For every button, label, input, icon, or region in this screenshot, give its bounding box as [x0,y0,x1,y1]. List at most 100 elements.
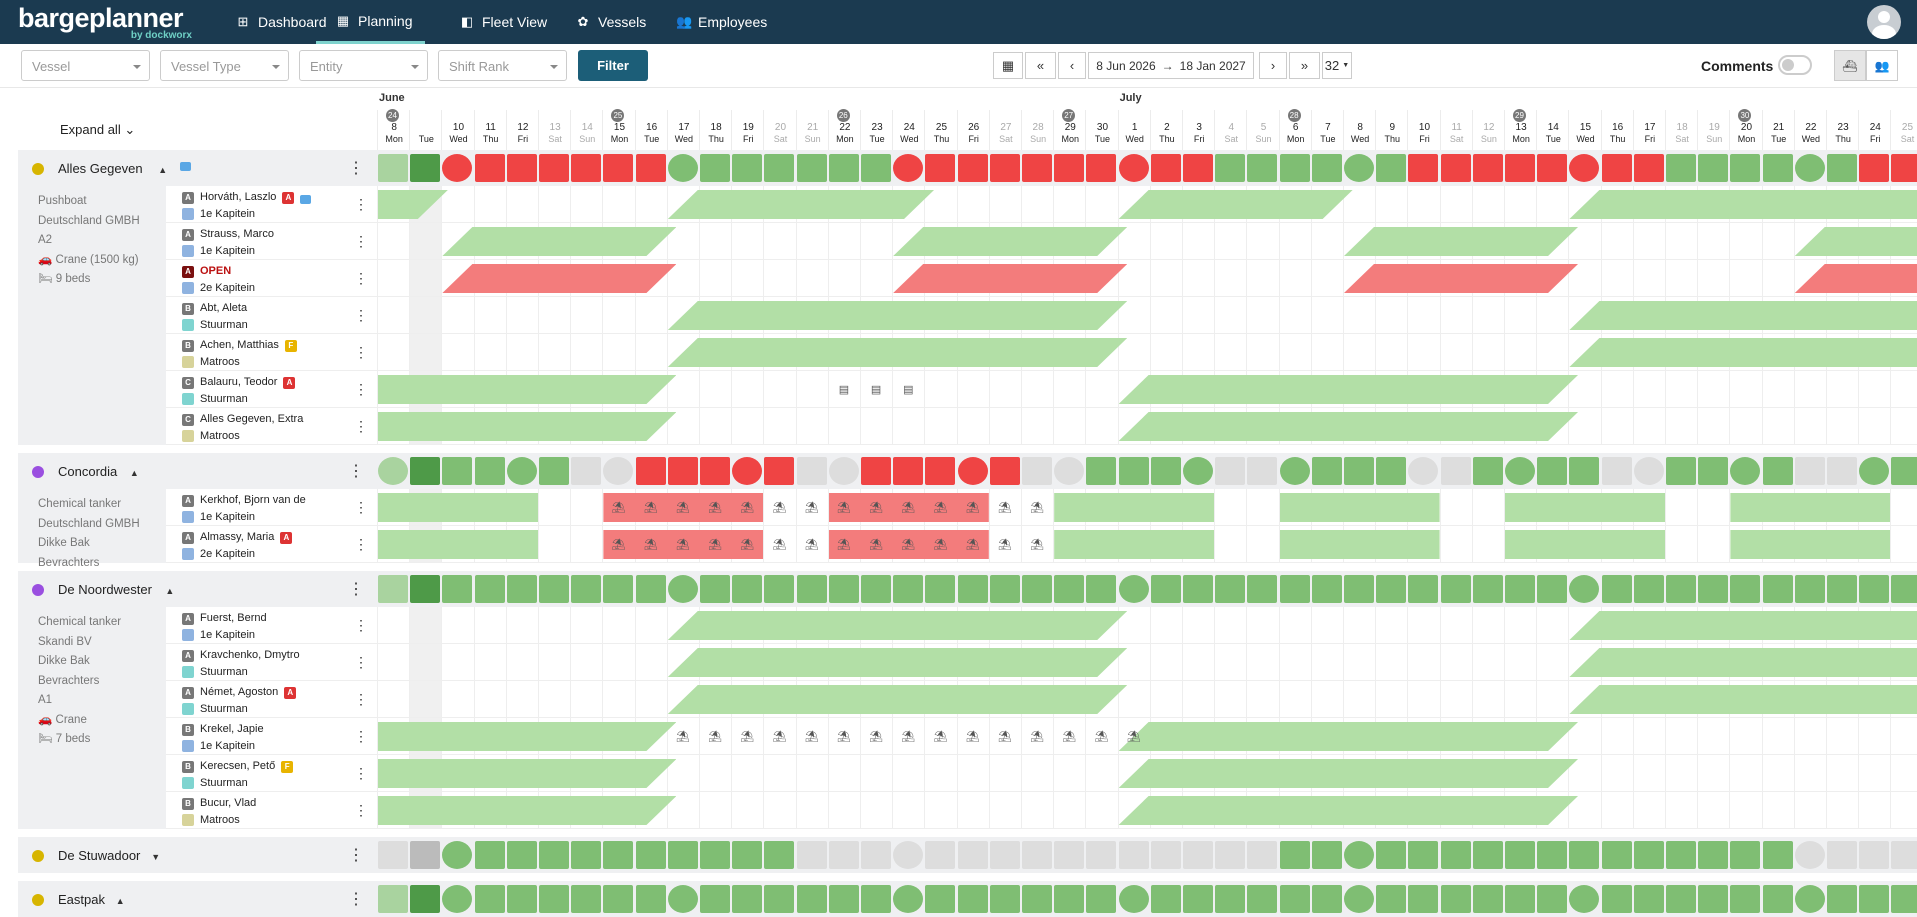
vessel-day-status[interactable] [1311,841,1342,869]
shift-bar[interactable] [893,227,1128,256]
vessel-day-status[interactable] [571,154,602,182]
schedule-cell[interactable] [1214,607,1247,644]
schedule-cell[interactable] [602,644,635,681]
schedule-cell[interactable] [1021,526,1054,563]
vessel-day-status[interactable] [667,154,698,182]
vessel-day-status[interactable] [1730,841,1761,869]
schedule-cell[interactable] [1149,607,1182,644]
vessel-day-status[interactable] [410,841,441,869]
schedule-cell[interactable] [441,681,474,718]
schedule-cell[interactable] [1536,607,1569,644]
schedule-cell[interactable] [924,792,957,829]
schedule-cell[interactable] [1504,644,1537,681]
schedule-cell[interactable] [1278,297,1311,334]
vessel-day-status[interactable] [1891,457,1917,485]
schedule-cell[interactable] [538,681,571,718]
vessel-day-status[interactable] [442,885,473,913]
vessel-day-status[interactable] [1569,154,1600,182]
schedule-cell[interactable] [1085,792,1118,829]
open-shift-bar[interactable] [442,264,677,293]
day-column-header[interactable]: 24 Wed [892,110,924,168]
vessel-day-status[interactable] [1794,841,1825,869]
schedule-cell[interactable] [1632,260,1665,297]
vessel-day-status[interactable] [1344,457,1374,485]
vessel-day-status[interactable] [1794,575,1825,603]
schedule-cell[interactable] [1149,260,1182,297]
schedule-cell[interactable] [827,223,860,260]
prev-button[interactable]: ‹ [1058,52,1086,79]
vessel-day-status[interactable] [474,457,505,485]
schedule-cell[interactable] [1632,792,1665,829]
vessel-day-status[interactable] [957,841,988,869]
vessel-day-status[interactable] [1215,575,1246,603]
schedule-cell[interactable] [570,607,603,644]
schedule-cell[interactable] [1761,792,1794,829]
vessel-day-status[interactable] [667,885,698,913]
schedule-cell[interactable] [1665,260,1698,297]
vessel-day-status[interactable] [571,457,602,485]
schedule-cell[interactable] [1600,260,1633,297]
holiday-icon[interactable]: ⛱ [1030,539,1045,551]
crew-name[interactable]: Horváth, Laszlo A [200,191,312,204]
vessel-day-status[interactable] [925,885,956,913]
next-button[interactable]: › [1259,52,1287,79]
holiday-icon[interactable]: ⛱ [869,731,884,743]
vessel-menu-icon[interactable]: ⋮ [348,581,364,598]
day-column-header[interactable]: 19 Fri [731,110,763,168]
schedule-cell[interactable] [731,260,764,297]
schedule-cell[interactable] [795,223,828,260]
vessel-day-status[interactable] [1183,154,1213,182]
vessel-day-status[interactable] [1247,885,1278,913]
day-column-header[interactable]: 20 Sat [763,110,795,168]
vessel-day-status[interactable] [1376,457,1407,485]
schedule-cell[interactable] [1085,371,1118,408]
crew-menu-icon[interactable]: ⋮ [354,344,368,360]
vessel-day-status[interactable] [378,154,408,182]
schedule-cell[interactable] [1665,526,1698,563]
vessel-day-status[interactable] [1086,154,1117,182]
vessel-day-status[interactable] [1183,457,1213,485]
schedule-cell[interactable] [1149,681,1182,718]
vessel-day-status[interactable] [1633,841,1664,869]
holiday-icon[interactable]: ⛱ [933,539,948,551]
vessel-day-status[interactable] [1086,841,1117,869]
schedule-cell[interactable] [1536,186,1569,223]
schedule-cell[interactable] [1278,644,1311,681]
schedule-cell[interactable] [538,607,571,644]
nav-fleet-view[interactable]: ◧ Fleet View [460,14,548,30]
shift-bar[interactable] [378,759,677,788]
vessel-day-status[interactable] [1183,575,1213,603]
schedule-cell[interactable] [860,260,893,297]
schedule-cell[interactable] [1890,718,1917,755]
vessel-day-status[interactable] [1827,841,1857,869]
schedule-cell[interactable] [634,681,667,718]
vessel-day-status[interactable] [1150,841,1181,869]
holiday-icon[interactable]: ⛱ [675,502,690,514]
vessel-day-status[interactable] [1376,154,1407,182]
vessel-name[interactable]: Alles Gegeven [58,161,143,176]
schedule-cell[interactable] [860,408,893,445]
schedule-cell[interactable] [827,718,860,755]
day-column-header[interactable]: 15 Wed [1568,110,1600,168]
holiday-icon[interactable]: ⛱ [933,502,948,514]
holiday-icon[interactable]: ⛱ [997,502,1012,514]
schedule-cell[interactable] [892,792,925,829]
crew-row[interactable]: B Bucur, Vlad Matroos ⋮ [166,792,377,829]
vessel-day-status[interactable] [1440,154,1471,182]
vessel-day-status[interactable] [893,154,924,182]
shift-bar[interactable] [667,301,1128,330]
schedule-cell[interactable] [699,223,732,260]
schedule-cell[interactable] [1278,223,1311,260]
holiday-icon[interactable]: ⛱ [933,731,948,743]
schedule-cell[interactable] [1826,371,1859,408]
schedule-cell[interactable] [409,223,442,260]
schedule-cell[interactable] [763,792,796,829]
filter-button[interactable]: Filter [578,50,648,81]
vessel-day-status[interactable] [539,885,569,913]
schedule-cell[interactable] [473,186,506,223]
vessel-day-status[interactable] [732,575,763,603]
day-column-header[interactable]: 27 Sat [988,110,1021,168]
day-column-header[interactable]: 1 Wed [1117,110,1150,168]
schedule-cell[interactable] [505,681,538,718]
vessel-day-status[interactable] [1827,885,1857,913]
